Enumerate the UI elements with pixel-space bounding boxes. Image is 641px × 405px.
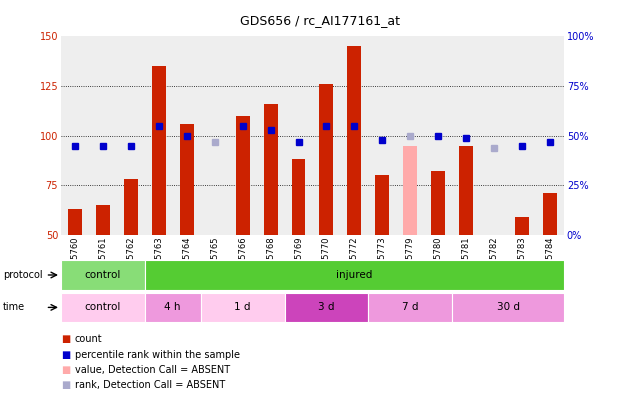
Bar	[369, 293, 453, 322]
Bar	[68, 209, 82, 235]
Text: control: control	[85, 303, 121, 312]
Text: 3 d: 3 d	[318, 303, 335, 312]
Text: 30 d: 30 d	[497, 303, 520, 312]
Text: GDS656 / rc_AI177161_at: GDS656 / rc_AI177161_at	[240, 14, 401, 27]
Bar	[152, 66, 166, 235]
Text: protocol: protocol	[3, 270, 43, 280]
Text: percentile rank within the sample: percentile rank within the sample	[75, 350, 240, 360]
Bar	[124, 179, 138, 235]
Text: ■: ■	[61, 350, 70, 360]
Bar	[179, 124, 194, 235]
Bar	[459, 146, 473, 235]
Text: 1 d: 1 d	[235, 303, 251, 312]
Bar	[347, 47, 362, 235]
Bar	[543, 193, 557, 235]
Text: injured: injured	[337, 270, 372, 280]
Text: ■: ■	[61, 380, 70, 390]
Bar	[376, 175, 389, 235]
Bar	[431, 171, 445, 235]
Text: rank, Detection Call = ABSENT: rank, Detection Call = ABSENT	[75, 380, 225, 390]
Bar	[236, 116, 249, 235]
Text: time: time	[3, 303, 26, 312]
Text: 4 h: 4 h	[165, 303, 181, 312]
Bar	[285, 293, 369, 322]
Bar	[96, 205, 110, 235]
Bar	[145, 293, 201, 322]
Text: 7 d: 7 d	[402, 303, 419, 312]
Bar	[515, 217, 529, 235]
Text: value, Detection Call = ABSENT: value, Detection Call = ABSENT	[75, 365, 230, 375]
Text: control: control	[85, 270, 121, 280]
Bar	[145, 260, 564, 290]
Bar	[453, 293, 564, 322]
Bar	[61, 293, 145, 322]
Text: ■: ■	[61, 365, 70, 375]
Bar	[201, 293, 285, 322]
Bar	[319, 84, 333, 235]
Bar	[403, 146, 417, 235]
Bar	[292, 160, 306, 235]
Bar	[263, 104, 278, 235]
Text: ■: ■	[61, 334, 70, 344]
Bar	[61, 260, 145, 290]
Text: count: count	[75, 334, 103, 344]
